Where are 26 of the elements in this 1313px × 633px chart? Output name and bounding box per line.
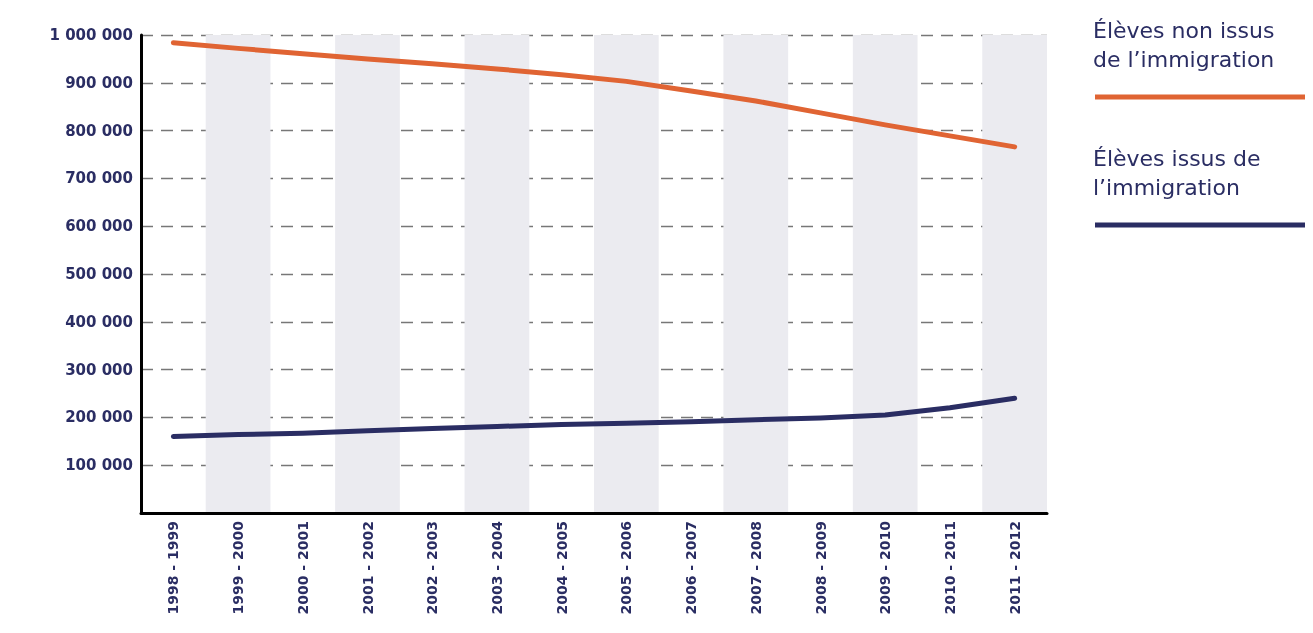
x-tick-label: 2007 - 2008 xyxy=(747,521,764,615)
y-tick-label: 200 000 xyxy=(65,408,133,427)
x-tick-label: 2002 - 2003 xyxy=(424,521,441,615)
x-tick-label: 2003 - 2004 xyxy=(488,520,505,615)
x-tick-label: 2006 - 2007 xyxy=(683,521,700,615)
x-tick-label: 2005 - 2006 xyxy=(618,521,635,615)
x-tick-label: 2011 - 2012 xyxy=(1006,521,1023,615)
x-tick-label: 1999 - 2000 xyxy=(230,520,247,615)
y-tick-label: 700 000 xyxy=(65,169,133,188)
y-tick-label: 1 000 000 xyxy=(49,26,133,44)
y-tick-label: 800 000 xyxy=(65,121,133,140)
y-tick-label: 300 000 xyxy=(65,360,133,379)
text: Élèves issus de l’immigration xyxy=(1093,146,1268,200)
x-tick-label: 2004 - 2005 xyxy=(553,521,570,615)
x-tick-label: 1998 - 1999 xyxy=(165,521,182,615)
text: Élèves non issus de l’immigration xyxy=(1093,18,1282,72)
x-tick-label: 2000 - 2001 xyxy=(294,521,311,615)
y-tick-label: 400 000 xyxy=(65,312,133,331)
x-tick-label: 2010 - 2011 xyxy=(941,521,958,615)
x-tick-label: 2008 - 2009 xyxy=(812,521,829,615)
y-tick-label: 100 000 xyxy=(65,456,133,475)
y-tick-label: 600 000 xyxy=(65,217,133,236)
x-tick-label: 2001 - 2002 xyxy=(359,521,376,615)
y-tick-label: 500 000 xyxy=(65,265,133,283)
x-tick-label: 2009 - 2010 xyxy=(877,520,894,615)
y-tick-label: 900 000 xyxy=(65,73,133,92)
